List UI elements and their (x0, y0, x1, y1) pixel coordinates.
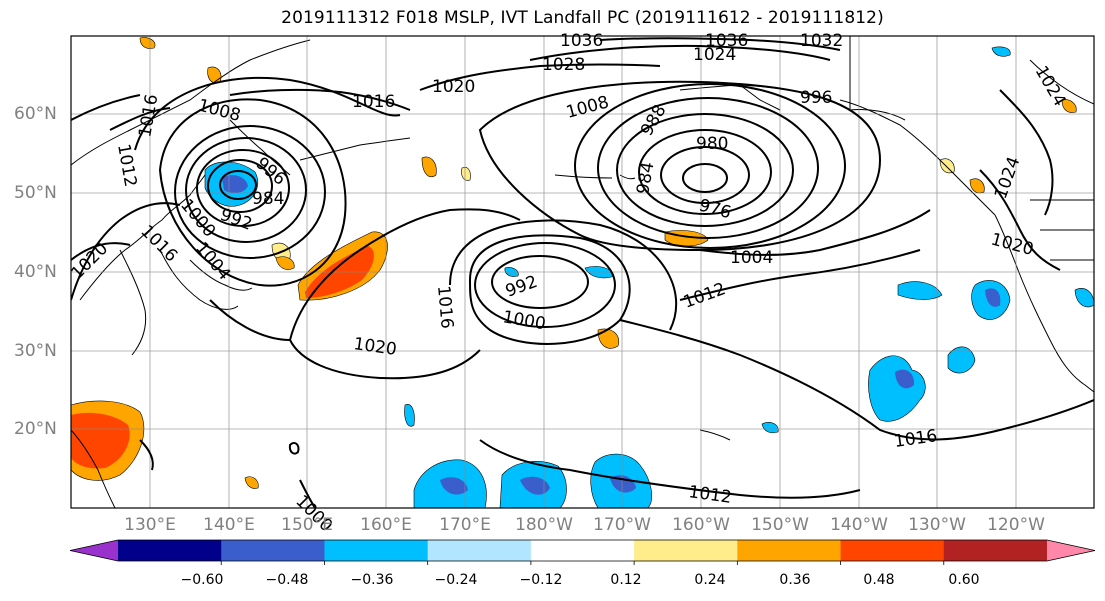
colorbar-outline (69, 539, 1096, 562)
colorbar-segment (943, 540, 1048, 561)
lon-label: 170°W (593, 515, 651, 535)
lon-label: 140°W (830, 515, 888, 535)
contour-label: 1036 (705, 31, 748, 51)
contour-label: 1032 (800, 31, 843, 51)
map-title: 2019111312 F018 MSLP, IVT Landfall PC (2… (281, 8, 884, 28)
lat-label: 20°N (14, 419, 57, 439)
colorbar-tick-label: 0.60 (948, 572, 980, 588)
lat-label: 30°N (14, 341, 57, 361)
colorbar-segment (324, 540, 429, 561)
lon-label: 140°E (203, 515, 255, 535)
lat-label: 60°N (14, 104, 57, 124)
colorbar-tick-label: 0.48 (863, 572, 895, 588)
colorbar-tick-label: −0.24 (434, 572, 478, 588)
lon-label: 160°W (672, 515, 730, 535)
colorbar-segment (530, 540, 635, 561)
contour-label: 1016 (433, 285, 457, 330)
mslp-contours (71, 37, 1094, 508)
lon-label: 170°E (439, 515, 491, 535)
lon-label: 150°W (751, 515, 809, 535)
plot-frame (70, 35, 1095, 509)
contour-label: 1016 (352, 92, 395, 112)
contour-label: 1028 (542, 55, 585, 75)
colorbar-tick-label: 0.24 (694, 572, 726, 588)
lat-label: 50°N (14, 183, 57, 203)
colorbar (69, 539, 1096, 565)
colorbar-segment (737, 540, 842, 561)
colorbar-segment (634, 540, 738, 561)
lon-label: 150°E (281, 515, 333, 535)
lon-label: 120°W (987, 515, 1045, 535)
lat-label: 40°N (14, 262, 57, 282)
gridlines (71, 36, 1094, 508)
contour-label: 996 (800, 88, 832, 108)
contour-label: 1020 (432, 77, 475, 97)
contour-label: 1004 (730, 248, 773, 268)
colorbar-segment (221, 540, 325, 561)
colorbar-segment (1047, 540, 1095, 561)
colorbar-tick-label: −0.60 (180, 572, 224, 588)
colorbar-tick-label: 0.12 (610, 572, 642, 588)
colorbar-tick-label: −0.48 (265, 572, 309, 588)
colorbar-segment (118, 540, 222, 561)
colorbar-tick-label: −0.36 (350, 572, 394, 588)
lon-label: 180°W (515, 515, 573, 535)
contour-label: 980 (696, 134, 728, 154)
lon-label: 130°E (124, 515, 176, 535)
lon-label: 160°E (360, 515, 412, 535)
colorbar-segment (840, 540, 945, 561)
contour-label: 984 (252, 189, 284, 209)
contour-label: 1024 (693, 45, 736, 65)
colorbar-segment (70, 540, 118, 561)
lon-label: 130°W (908, 515, 966, 535)
colorbar-tick-label: −0.12 (519, 572, 563, 588)
colorbar-segment (427, 540, 532, 561)
contour-label: 1036 (560, 31, 603, 51)
colorbar-tick-label: 0.36 (779, 572, 811, 588)
